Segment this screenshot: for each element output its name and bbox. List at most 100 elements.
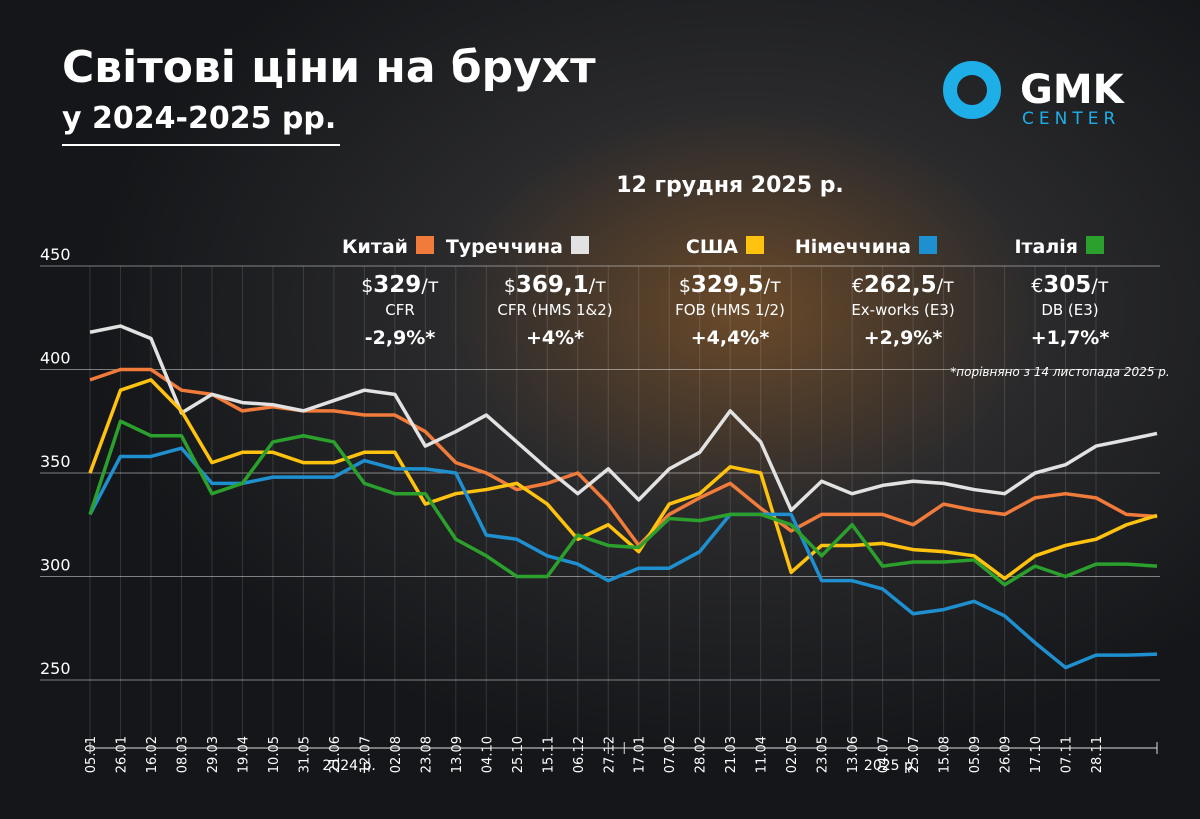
year-label: 2025 р. — [864, 758, 917, 774]
x-tick-label: 23.05 — [816, 736, 831, 773]
logo-main: GMK — [1020, 67, 1126, 113]
price-unit: /т — [589, 275, 606, 297]
legend-item: США $329,5/т FOB (HMS 1/2) +4,4%* — [675, 236, 785, 349]
x-tick-label: 15.11 — [541, 736, 556, 773]
legend-price: €262,5/т — [852, 272, 954, 298]
x-tick-label: 08.03 — [175, 736, 190, 773]
x-tick-label: 27.12 — [602, 736, 617, 773]
legend-change: +1,7%* — [1031, 327, 1110, 349]
x-tick-label: 26.01 — [114, 736, 129, 773]
x-tick-label: 15.08 — [938, 736, 953, 773]
legend-swatch — [571, 236, 589, 254]
x-tick-label: 13.06 — [846, 736, 861, 773]
price-value: 369,1 — [516, 272, 589, 298]
legend-swatch — [416, 236, 434, 254]
legend-basis: FOB (HMS 1/2) — [675, 301, 785, 319]
legend-item: Китай $329/т CFR -2,9%* — [342, 236, 439, 349]
x-tick-label: 25.07 — [907, 736, 922, 773]
price-prefix: € — [1031, 275, 1043, 297]
legend-name: США — [686, 236, 738, 258]
price-value: 329,5 — [691, 272, 764, 298]
x-tick-label: 11.04 — [755, 736, 770, 773]
year-label: 2024 р. — [322, 758, 375, 774]
series-line — [89, 324, 1158, 513]
price-value: 329 — [373, 272, 421, 298]
x-tick-label: 10.05 — [267, 736, 282, 773]
x-tick-label: 07.11 — [1060, 736, 1075, 773]
x-tick-label: 05.01 — [84, 736, 99, 773]
y-tick-label: 400 — [40, 349, 71, 368]
x-tick-label: 06.12 — [572, 736, 587, 773]
legend-name: Туреччина — [446, 236, 563, 258]
price-unit: /т — [421, 275, 438, 297]
legend-change: -2,9%* — [365, 327, 436, 349]
y-tick-label: 300 — [40, 556, 71, 575]
legend-basis: CFR — [385, 301, 415, 319]
legend-swatch — [1086, 236, 1104, 254]
y-tick-label: 350 — [40, 452, 71, 471]
series-line — [89, 367, 1158, 548]
y-tick-label: 250 — [40, 659, 71, 678]
legend-basis: DB (E3) — [1041, 301, 1098, 319]
x-tick-label: 07.02 — [663, 736, 678, 773]
x-tick-label: 26.09 — [999, 736, 1014, 773]
x-tick-label: 02.08 — [389, 736, 404, 773]
x-tick-label: 23.08 — [419, 736, 434, 773]
legend-name: Італія — [1014, 236, 1078, 258]
y-tick-label: 450 — [40, 245, 71, 264]
legend-item: Італія €305/т DB (E3) +1,7%* — [1014, 236, 1109, 349]
legend-name: Німеччина — [795, 236, 911, 258]
price-unit: /т — [937, 275, 954, 297]
x-tick-label: 12.07 — [358, 736, 373, 773]
legend-price: $329,5/т — [679, 272, 781, 298]
series-line — [88, 378, 1158, 581]
price-value: 305 — [1043, 272, 1091, 298]
logo: GMK CENTER — [943, 61, 1126, 129]
price-prefix: $ — [679, 275, 691, 297]
x-tick-label: 28.11 — [1090, 736, 1105, 773]
x-tick-label: 21.03 — [724, 736, 739, 773]
x-tick-label: 17.01 — [633, 736, 648, 773]
legend-price: €305/т — [1031, 272, 1109, 298]
series-line — [88, 419, 1158, 587]
price-prefix: $ — [361, 275, 373, 297]
footnote: *порівняно з 14 листопада 2025 р. — [950, 365, 1169, 379]
legend-price: $329/т — [361, 272, 439, 298]
price-unit: /т — [1091, 275, 1108, 297]
date: 12 грудня 2025 р. — [616, 173, 844, 198]
price-prefix: $ — [504, 275, 516, 297]
series-line — [88, 446, 1158, 670]
price-unit: /т — [764, 275, 781, 297]
subtitle: у 2024-2025 рр. — [62, 101, 336, 136]
legend-name: Китай — [342, 236, 408, 258]
x-tick-label: 13.09 — [450, 736, 465, 773]
legend-item: Німеччина €262,5/т Ex-works (E3) +2,9%* — [795, 236, 955, 349]
logo-ring — [943, 61, 1001, 119]
legend-basis: Ex-works (E3) — [851, 301, 954, 319]
legend-item: Туреччина $369,1/т CFR (HMS 1&2) +4%* — [446, 236, 613, 349]
x-tick-label: 21.06 — [328, 736, 343, 773]
x-tick-label: 29.03 — [206, 736, 221, 773]
x-tick-label: 31.05 — [297, 736, 312, 773]
x-tick-label: 16.02 — [145, 736, 160, 773]
price-prefix: € — [852, 275, 864, 297]
x-tick-label: 19.04 — [236, 736, 251, 773]
x-tick-label: 28.02 — [694, 736, 709, 773]
price-value: 262,5 — [864, 272, 937, 298]
x-tick-label: 04.10 — [480, 736, 495, 773]
legend-change: +4,4%* — [691, 327, 770, 349]
x-tick-label: 25.10 — [511, 736, 526, 773]
legend-change: +2,9%* — [864, 327, 943, 349]
legend-swatch — [746, 236, 764, 254]
legend-price: $369,1/т — [504, 272, 606, 298]
title: Світові ціни на брухт — [62, 42, 596, 93]
x-tick-label: 04.07 — [877, 736, 892, 773]
x-tick-label: 05.09 — [968, 736, 983, 773]
x-tick-label: 17.10 — [1029, 736, 1044, 773]
legend-basis: CFR (HMS 1&2) — [497, 301, 612, 319]
legend-change: +4%* — [526, 327, 584, 349]
x-tick-label: 02.05 — [785, 736, 800, 773]
legend-swatch — [919, 236, 937, 254]
